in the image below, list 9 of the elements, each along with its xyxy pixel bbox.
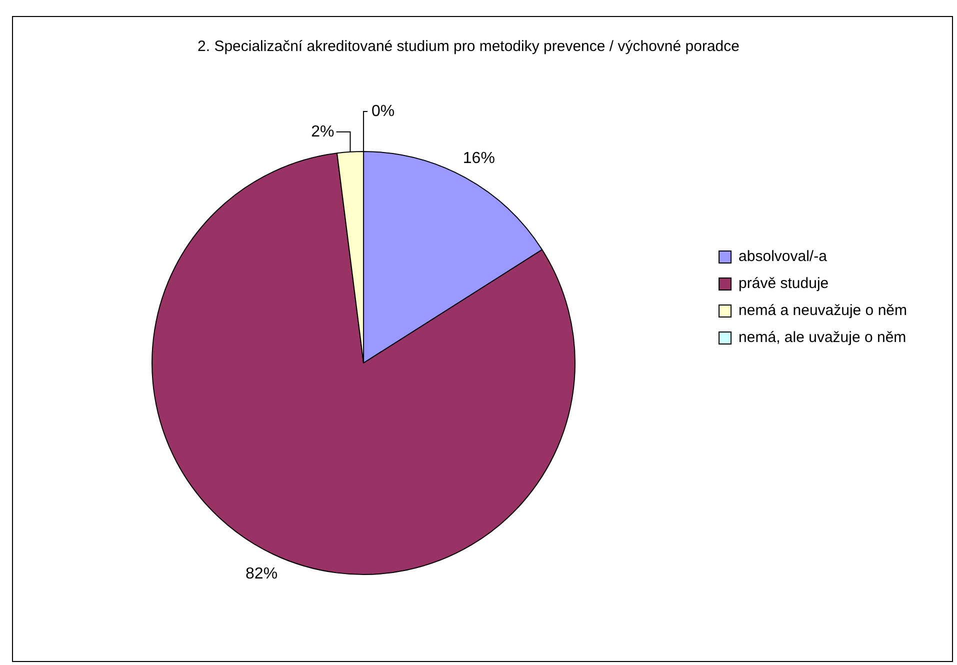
- chart-title: 2. Specializační akreditované studium pro metodiky prevence / výchovné poradce: [198, 38, 740, 56]
- legend-label: absolvoval/-a: [738, 248, 828, 266]
- data-label: 16%: [462, 150, 495, 167]
- text: 0%: [372, 102, 395, 120]
- legend-label: nemá, ale uvažuje o něm: [738, 329, 906, 346]
- data-label: 82%: [246, 566, 278, 583]
- legend-label: právě studuje: [738, 275, 829, 292]
- legend-label: nemá a neuvažuje o něm: [738, 302, 908, 320]
- data-label: 2%: [311, 123, 334, 140]
